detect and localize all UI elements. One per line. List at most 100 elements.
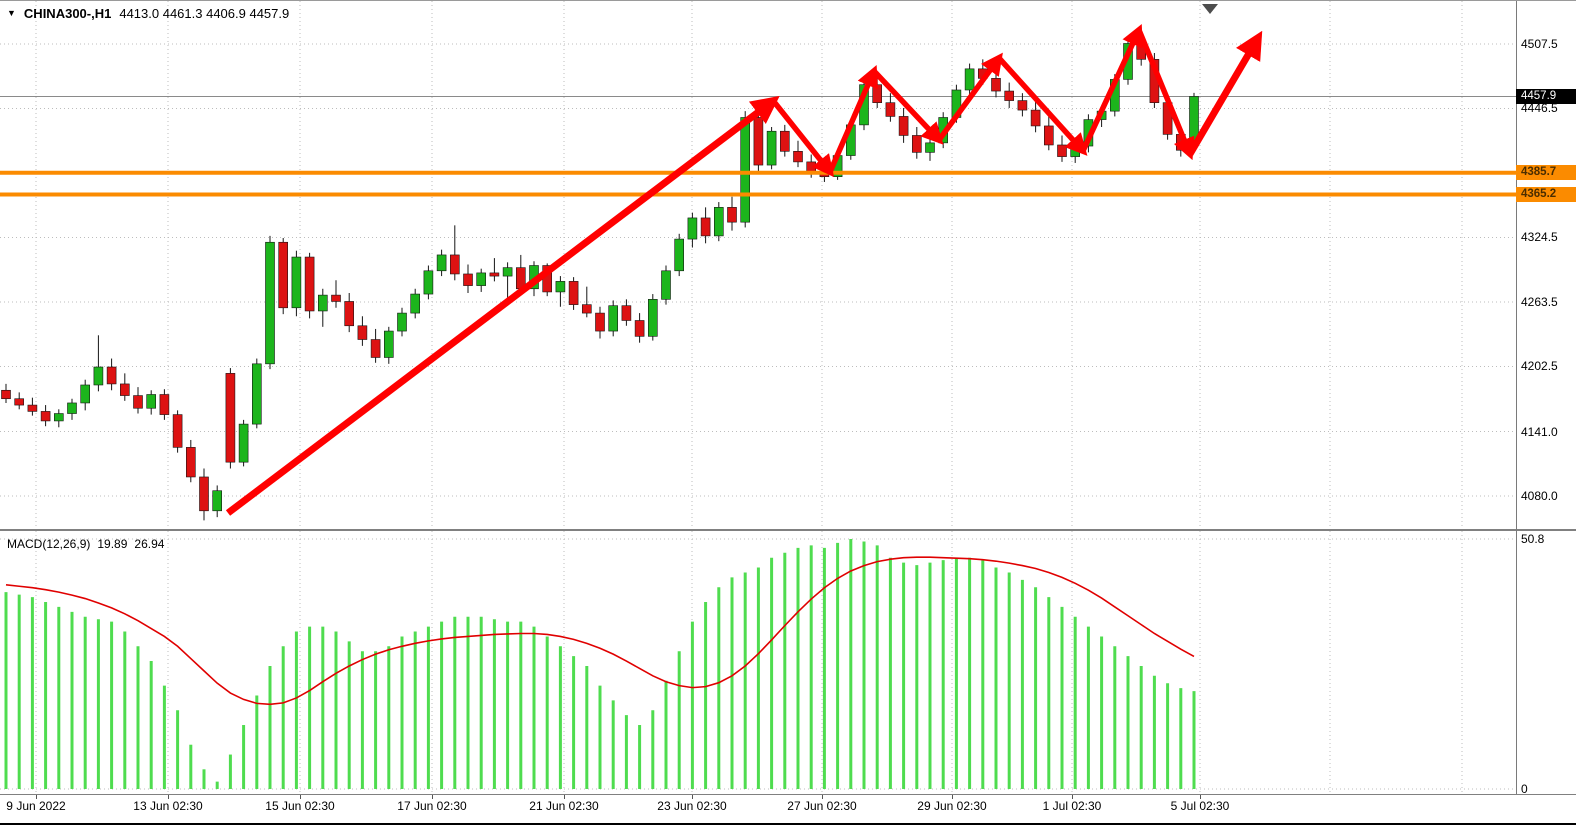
- price-axis-label: 4324.5: [1521, 230, 1558, 245]
- symbol-dropdown-icon[interactable]: ▼: [7, 8, 16, 18]
- candle: [186, 439, 196, 483]
- time-axis-label: 29 Jun 02:30: [917, 799, 987, 813]
- candle: [410, 288, 421, 319]
- zigzag-wave-arrows[interactable]: [1136, 28, 1195, 161]
- candle: [278, 238, 289, 315]
- macd-label: MACD(12,26,9): [7, 537, 91, 551]
- price-axis[interactable]: 4507.5 4446.5 4324.5 4263.5 4202.5 4141.0 4080…: [1516, 1, 1576, 823]
- time-tick: [432, 795, 433, 799]
- macd-signal-value: 26.94: [134, 537, 165, 551]
- candle: [476, 268, 487, 292]
- price-axis-label: 4080.0: [1521, 489, 1558, 503]
- macd-signal-line: [5, 556, 1195, 706]
- candle: [67, 398, 77, 420]
- time-axis-label: 13 Jun 02:30: [133, 799, 203, 813]
- candle: [991, 69, 1001, 98]
- candle: [344, 292, 355, 333]
- ohlc-readout: 4413.0 4461.3 4406.9 4457.9: [119, 6, 290, 21]
- price-axis-divider: [1516, 1, 1517, 794]
- time-axis-label: 21 Jun 02:30: [529, 799, 599, 813]
- hline-price-badge: 4385.7: [1516, 165, 1576, 181]
- candle: [793, 140, 803, 168]
- candle: [489, 258, 500, 282]
- candle: [172, 410, 183, 453]
- candle: [449, 225, 460, 281]
- zigzag-wave-arrows[interactable]: [1080, 24, 1143, 153]
- price-axis-label: 4202.5: [1521, 359, 1558, 374]
- time-tick: [692, 795, 693, 799]
- candle: [27, 397, 38, 416]
- candle: [779, 124, 790, 157]
- chart-header: ▼ CHINA300-,H1 4413.0 4461.3 4406.9 4457…: [7, 6, 289, 21]
- candle: [925, 137, 935, 161]
- candle: [370, 328, 381, 363]
- macd-gridlines: [0, 531, 1516, 794]
- macd-main-value: 19.89: [97, 537, 128, 551]
- zigzag-wave-arrows[interactable]: [996, 56, 1088, 156]
- candle: [133, 387, 143, 414]
- zigzag-wave-arrows[interactable]: [827, 64, 878, 174]
- candle: [1044, 116, 1054, 151]
- time-axis-label: 27 Jun 02:30: [787, 799, 857, 813]
- macd-scale-min-label: 0: [1521, 782, 1528, 796]
- candle: [14, 392, 24, 410]
- candle: [595, 306, 605, 339]
- chart-shift-marker-icon[interactable]: [1202, 4, 1218, 14]
- time-tick: [1072, 795, 1073, 799]
- candle: [1, 383, 11, 403]
- candlestick-chart[interactable]: [0, 1, 1516, 529]
- candle: [199, 468, 209, 521]
- candle: [463, 264, 473, 293]
- candle: [1030, 101, 1041, 133]
- candle: [93, 335, 104, 392]
- zigzag-wave-arrows[interactable]: [871, 69, 944, 145]
- hline-price-badge: 4365.2: [1516, 186, 1576, 202]
- candle: [291, 250, 302, 317]
- candle: [1004, 82, 1015, 108]
- time-tick: [168, 795, 169, 799]
- zigzag-wave-arrows[interactable]: [936, 52, 1003, 142]
- candle: [357, 316, 368, 346]
- time-axis-label: 15 Jun 02:30: [265, 799, 335, 813]
- candle: [397, 307, 407, 337]
- rally-trend-arrow[interactable]: [225, 95, 780, 516]
- candle: [621, 299, 632, 326]
- time-tick: [822, 795, 823, 799]
- candle: [964, 63, 975, 96]
- panel-divider[interactable]: [0, 529, 1576, 531]
- candle: [687, 212, 698, 248]
- candle: [661, 265, 671, 305]
- candle: [80, 379, 90, 411]
- candle: [120, 373, 130, 401]
- candle: [740, 111, 751, 228]
- time-tick: [564, 795, 565, 799]
- candle: [436, 249, 447, 277]
- candle: [238, 419, 249, 467]
- macd-histogram: [4, 538, 1196, 789]
- candle: [383, 326, 394, 364]
- candle: [568, 277, 579, 310]
- candles: [1, 27, 1199, 521]
- symbol-timeframe-label: CHINA300-,H1: [23, 6, 112, 21]
- candle: [885, 93, 896, 122]
- time-axis-label: 17 Jun 02:30: [397, 799, 467, 813]
- time-tick: [300, 795, 301, 799]
- current-price-badge: 4457.9: [1516, 88, 1576, 104]
- macd-indicator-chart[interactable]: [0, 531, 1516, 794]
- candle: [713, 202, 724, 242]
- candle: [159, 389, 170, 420]
- candle: [608, 300, 619, 337]
- candle: [502, 262, 513, 304]
- time-axis[interactable]: 9 Jun 2022 13 Jun 02:30 15 Jun 02:30 17 Jun…: [0, 795, 1576, 823]
- time-axis-separator: [0, 794, 1576, 795]
- zigzag-wave-arrows[interactable]: [772, 101, 835, 178]
- candle: [304, 252, 315, 319]
- time-axis-label: 9 Jun 2022: [6, 799, 66, 813]
- time-axis-label: 1 Jul 02:30: [1042, 799, 1102, 813]
- candle: [555, 276, 566, 307]
- time-axis-label: 23 Jun 02:30: [657, 799, 727, 813]
- projection-up-arrow[interactable]: [1186, 30, 1263, 156]
- price-axis-label: 4141.0: [1521, 424, 1558, 439]
- candle: [647, 294, 658, 341]
- candle: [674, 233, 685, 277]
